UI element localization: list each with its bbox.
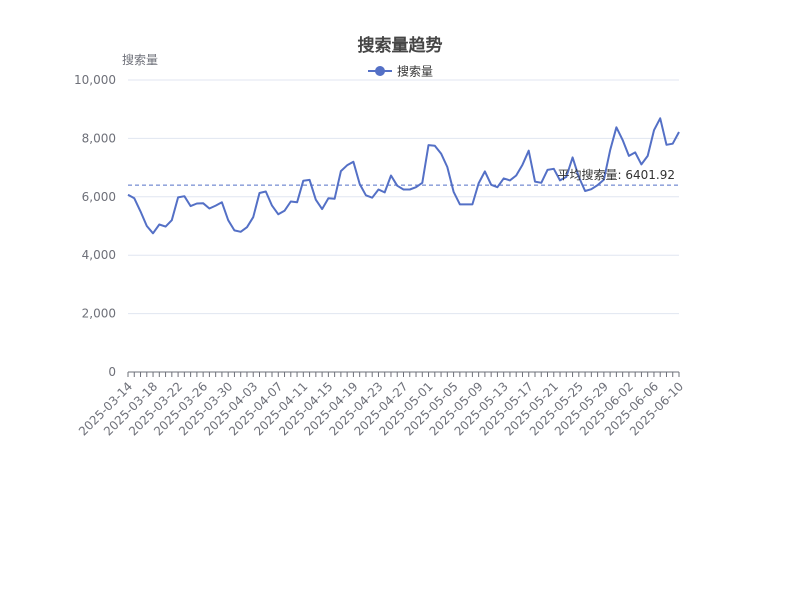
chart-title: 搜索量趋势 <box>358 35 443 56</box>
series-line-search-volume <box>127 117 680 235</box>
y-tick-label: 8,000 <box>82 131 116 145</box>
y-tick-label: 0 <box>108 365 116 379</box>
legend-label: 搜索量 <box>397 64 433 79</box>
y-tick-label: 2,000 <box>82 307 116 321</box>
y-tick-label: 6,000 <box>82 190 116 204</box>
y-tick-label: 4,000 <box>82 248 116 262</box>
y-tick-label: 10,000 <box>74 73 116 87</box>
average-line-label: 平均搜索量: 6401.92 <box>558 167 675 182</box>
legend[interactable]: 搜索量 <box>368 64 433 79</box>
legend-marker <box>375 66 385 76</box>
y-axis-label: 搜索量 <box>122 52 158 67</box>
